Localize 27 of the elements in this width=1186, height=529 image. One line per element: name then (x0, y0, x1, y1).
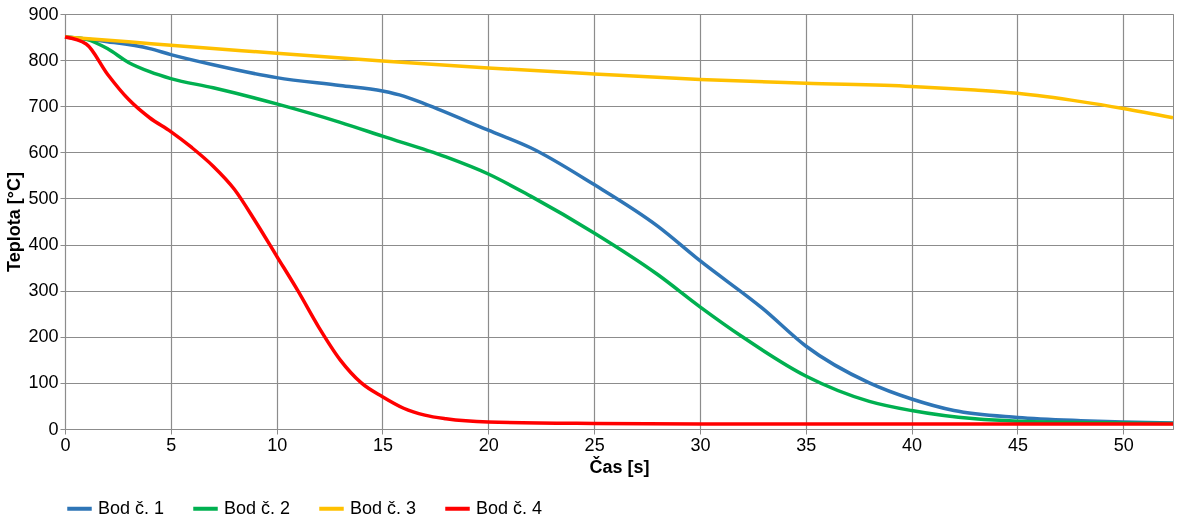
x-tick-label: 35 (796, 434, 817, 455)
y-tick-label: 400 (28, 234, 59, 255)
x-tick-label: 15 (372, 434, 393, 455)
x-tick-label: 45 (1007, 434, 1028, 455)
x-tick-label: 20 (478, 434, 499, 455)
legend-label: Bod č. 2 (224, 497, 291, 518)
y-tick-label: 0 (48, 418, 59, 439)
y-tick-label: 100 (28, 372, 59, 393)
x-tick-label: 30 (690, 434, 711, 455)
x-tick-label: 25 (584, 434, 605, 455)
y-tick-label: 700 (28, 95, 59, 116)
y-tick-label: 500 (28, 187, 59, 208)
line-series (63, 35, 1175, 120)
x-axis-title: Čas [s] (589, 455, 650, 477)
y-tick-label: 300 (28, 280, 59, 301)
x-tick-label: 5 (166, 434, 177, 455)
y-tick-label: 800 (28, 49, 59, 70)
y-tick-label: 200 (28, 326, 59, 347)
legend-label: Bod č. 3 (350, 497, 417, 518)
y-tick-label: 900 (28, 3, 59, 24)
x-tick-label: 50 (1113, 434, 1134, 455)
legend-label: Bod č. 4 (476, 497, 543, 518)
y-tick-label: 600 (28, 141, 59, 162)
legend-label: Bod č. 1 (98, 497, 165, 518)
x-tick-label: 40 (902, 434, 923, 455)
x-tick-label: 10 (267, 434, 288, 455)
y-axis-title: Teplota [°C] (4, 172, 25, 272)
